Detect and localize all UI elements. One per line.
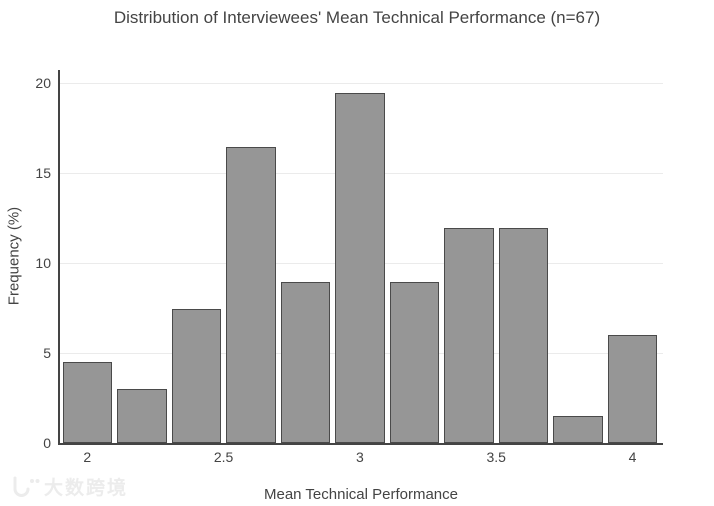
watermark-text: 大数跨境 [44, 478, 129, 499]
x-axis-title: Mean Technical Performance [264, 486, 458, 503]
y-tick-label: 20 [35, 74, 51, 91]
x-tick-label: 3 [355, 449, 364, 465]
gridline [60, 82, 663, 84]
histogram-bar[interactable] [62, 362, 112, 443]
x-tick-label: 2 [83, 449, 92, 465]
x-tick-label: 2.5 [213, 449, 234, 465]
histogram-bar[interactable] [117, 389, 167, 443]
histogram-bar[interactable] [444, 227, 494, 443]
histogram-bar[interactable] [280, 281, 331, 443]
histogram-bar[interactable] [607, 335, 658, 443]
histogram-bar[interactable] [226, 147, 276, 443]
y-tick-label: 5 [43, 344, 51, 361]
histogram-bar[interactable] [171, 308, 221, 443]
histogram-bar[interactable] [335, 93, 385, 443]
plot-area[interactable]: 2 2.5 3 3.5 4 0 5 10 15 20 [35, 70, 663, 465]
y-tick-label: 10 [35, 254, 51, 271]
histogram-bar[interactable] [389, 281, 440, 443]
histogram-bar[interactable] [498, 227, 549, 443]
watermark: 大数跨境 [10, 473, 128, 500]
y-tick-label: 0 [43, 435, 51, 451]
x-tick-label: 3.5 [486, 449, 506, 465]
histogram-bar[interactable] [553, 416, 603, 443]
watermark-logo-icon [10, 476, 40, 498]
y-axis-title: Frequency (%) [5, 206, 23, 306]
x-tick-label: 4 [628, 449, 637, 465]
y-tick-label: 15 [35, 164, 51, 181]
chart-title: Distribution of Interviewees' Mean Techn… [113, 8, 601, 27]
